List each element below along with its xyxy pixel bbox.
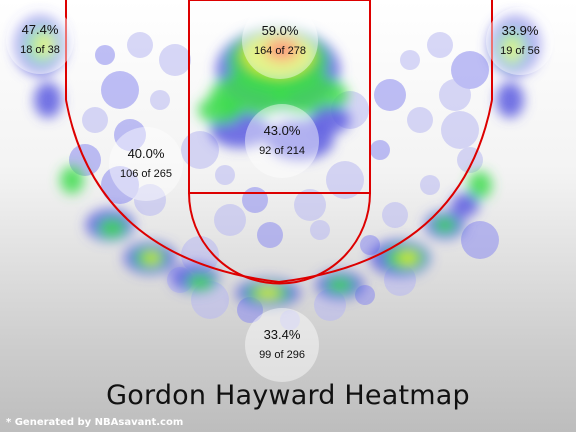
zone-percentage: 43.0% [263,123,301,138]
zone-restricted-area: 59.0% 164 of 278 [242,3,318,79]
heat-blob [326,277,354,293]
zone-made-attempts: 106 of 265 [120,168,172,180]
free-throw-arc [188,192,371,285]
court-lines [65,0,493,285]
low-density-blob [441,111,479,149]
low-density-blob [420,175,440,195]
low-density-blob [326,161,364,199]
zone-percentage: 59.0% [261,23,299,38]
low-density-blob [181,131,219,169]
heat-blob [256,287,280,299]
zone-above-break-three: 33.4% 99 of 296 [245,308,319,382]
heat-blob [60,166,84,194]
heat-blob [398,251,418,265]
heat-blob [451,193,479,217]
zone-made-attempts: 92 of 214 [259,145,305,157]
heat-layer [14,15,541,307]
low-density-blob [101,166,139,204]
zone-right-corner-three: 33.9% 19 of 56 [486,7,554,75]
zone-percentage: 47.4% [21,22,59,37]
low-density-blob [150,90,170,110]
heat-blob [264,38,300,62]
low-density-blob [114,119,146,151]
zone-made-attempts: 99 of 296 [259,349,305,361]
zone-made-attempts: 164 of 278 [254,45,306,57]
credit-text: * Generated by NBAsavant.com [6,417,184,428]
chart-title: Gordon Hayward Heatmap [106,380,470,411]
heat-blob [34,82,62,118]
zone-mid-range: 40.0% 106 of 265 [109,127,183,201]
low-density-blob [451,51,489,89]
low-density-blob [374,79,406,111]
low-density-blob [242,187,268,213]
zone-percentage: 40.0% [127,146,165,161]
zone-left-corner-three: 47.4% 18 of 38 [6,6,74,74]
low-density-blob [427,32,453,58]
low-density-blob [370,140,390,160]
heat-blob [198,96,242,124]
zone-percentage: 33.9% [501,23,539,38]
heat-blob [186,274,214,290]
low-density-blob [257,222,283,248]
low-density-blob [127,32,153,58]
low-density-blob [294,189,326,221]
low-density-blob [407,107,433,133]
low-density-blob [382,202,408,228]
zone-made-attempts: 19 of 56 [500,45,540,57]
low-density-blob [134,184,166,216]
low-density-blob [101,71,139,109]
heat-blob [272,75,348,115]
zone-paint-non-ra: 43.0% 92 of 214 [245,104,319,178]
heat-blob [37,35,53,55]
heat-blob [144,252,160,264]
low-density-blob [461,221,499,259]
low-density-blob [215,165,235,185]
low-density-blob [214,204,246,236]
heat-blob [98,218,126,238]
low-density-blob [310,220,330,240]
low-density-blob [159,44,191,76]
zone-percentage: 33.4% [263,327,301,342]
heat-blob [496,82,524,118]
low-density-blobs [69,32,499,330]
low-density-blob [95,45,115,65]
heat-blob [310,106,350,134]
heat-blob [433,217,457,233]
paint-box [188,0,371,194]
zone-made-attempts: 18 of 38 [20,44,60,56]
low-density-blob [280,310,300,330]
low-density-blob [82,107,108,133]
low-density-blob [457,147,483,173]
heat-blob [468,171,492,199]
heat-blob [505,40,519,60]
three-point-arc [65,99,493,284]
low-density-blob [400,50,420,70]
